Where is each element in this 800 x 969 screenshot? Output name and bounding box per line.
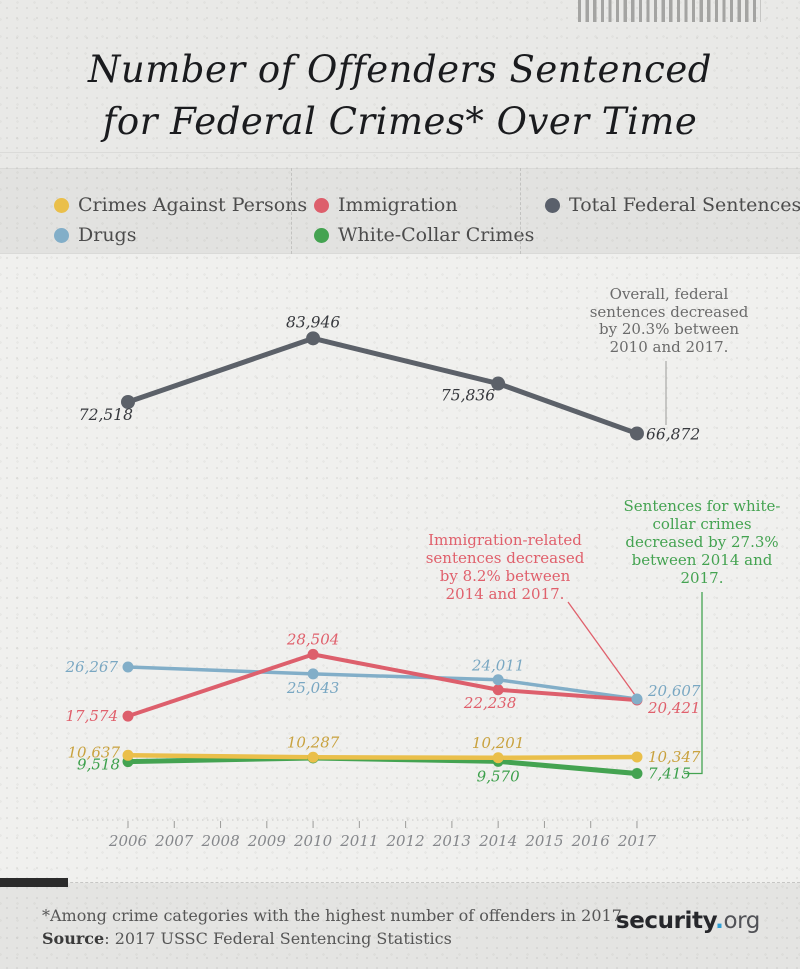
footer-accent-bar (0, 878, 68, 887)
x-axis-year-label: 2017 (617, 832, 657, 850)
drugs-point (631, 693, 642, 704)
x-axis-year-label: 2009 (247, 832, 287, 850)
line-chart-canvas: 2006 2007 2008 2009 2010 2011 2012 2013 2014 2015… (0, 0, 800, 969)
footnote-text: *Among crime categories with the highest… (42, 904, 622, 927)
source-line: Source: 2017 USSC Federal Sentencing Sta… (42, 927, 622, 950)
crimes-against-persons-point (123, 750, 134, 761)
x-axis-year-label: 2013 (432, 832, 471, 850)
annotation-white-collar-decrease: Sentences for white-collar crimes decrea… (622, 497, 782, 587)
drugs-value-label: 25,043 (286, 679, 340, 697)
x-axis-year-label: 2016 (571, 832, 611, 850)
total-federal-sentences-value-label: 66,872 (646, 425, 700, 443)
drugs-point (123, 662, 134, 673)
annotation-total-decrease: Overall, federal sentences decreased by … (583, 286, 755, 356)
infographic-poster: Number of Offenders Sentenced for Federa… (0, 0, 800, 969)
logo-security-text: security (616, 908, 715, 934)
crimes-against-persons-line (128, 755, 637, 757)
drugs-value-label: 20,607 (647, 682, 701, 700)
total-federal-sentences-point (306, 331, 320, 345)
immigration-annotation-pointer (568, 602, 635, 695)
drugs-value-label: 24,011 (471, 657, 525, 675)
total-federal-sentences-line (128, 338, 637, 433)
x-axis-year-label: 2015 (524, 832, 563, 850)
immigration-point (123, 711, 134, 722)
immigration-point (308, 649, 319, 660)
white-collar-crimes-value-label: 9,518 (77, 756, 120, 774)
annotation-immigration-decrease: Immigration-related sentences decreased … (425, 531, 585, 603)
source-text: : 2017 USSC Federal Sentencing Statistic… (104, 929, 452, 948)
crimes-against-persons-point (308, 752, 319, 763)
x-axis-year-label: 2012 (386, 832, 425, 850)
footer-notes: *Among crime categories with the highest… (42, 904, 622, 950)
immigration-value-label: 20,421 (647, 699, 701, 717)
white-collar-crimes-point (631, 768, 642, 779)
white-collar-crimes-value-label: 9,570 (477, 767, 520, 785)
crimes-against-persons-point (631, 751, 642, 762)
logo-org-text: org (723, 908, 760, 934)
crimes-against-persons-value-label: 10,201 (472, 734, 525, 752)
crimes-against-persons-value-label: 10,287 (287, 733, 340, 751)
white-collar-crimes-line (128, 758, 637, 774)
x-axis-year-label: 2007 (154, 832, 194, 850)
total-federal-sentences-value-label: 72,518 (79, 406, 133, 424)
drugs-point (308, 668, 319, 679)
immigration-line (128, 654, 637, 716)
drugs-value-label: 26,267 (65, 658, 119, 676)
immigration-value-label: 17,574 (66, 707, 119, 725)
crimes-against-persons-value-label: 10,347 (648, 748, 701, 766)
total-federal-sentences-point (630, 426, 644, 440)
source-label: Source (42, 929, 104, 948)
white-collar-crimes-value-label: 7,415 (648, 765, 691, 783)
immigration-value-label: 28,504 (286, 630, 340, 648)
total-federal-sentences-value-label: 83,946 (286, 313, 340, 331)
x-axis-year-label: 2014 (478, 832, 517, 850)
crimes-against-persons-point (493, 752, 504, 763)
x-axis-year-label: 2008 (200, 832, 239, 850)
drugs-point (493, 674, 504, 685)
x-axis-year-label: 2011 (339, 832, 378, 850)
x-axis-year-label: 2006 (108, 832, 148, 850)
total-federal-sentences-value-label: 75,836 (441, 387, 495, 405)
x-axis-year-label: 2010 (293, 832, 333, 850)
immigration-value-label: 22,238 (463, 694, 517, 712)
security-org-logo: security.org (616, 908, 760, 934)
